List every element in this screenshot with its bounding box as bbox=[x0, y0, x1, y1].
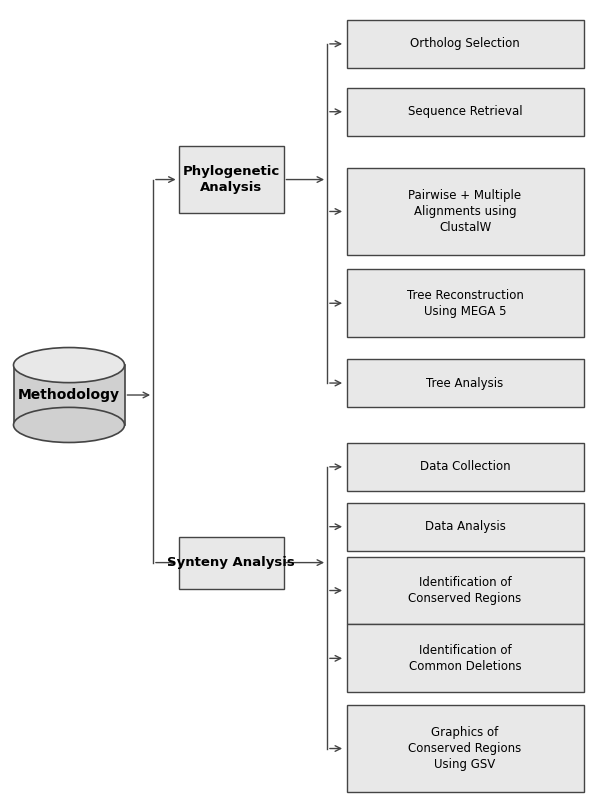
Text: Data Collection: Data Collection bbox=[419, 460, 511, 473]
FancyBboxPatch shape bbox=[347, 20, 583, 68]
Text: Identification of
Common Deletions: Identification of Common Deletions bbox=[409, 644, 521, 673]
FancyBboxPatch shape bbox=[179, 537, 284, 589]
FancyBboxPatch shape bbox=[347, 443, 583, 491]
FancyBboxPatch shape bbox=[347, 557, 583, 624]
Polygon shape bbox=[14, 365, 125, 425]
FancyBboxPatch shape bbox=[347, 503, 583, 551]
Text: Pairwise + Multiple
Alignments using
ClustalW: Pairwise + Multiple Alignments using Clu… bbox=[409, 189, 521, 234]
Text: Tree Analysis: Tree Analysis bbox=[427, 377, 503, 389]
FancyBboxPatch shape bbox=[179, 145, 284, 213]
Text: Tree Reconstruction
Using MEGA 5: Tree Reconstruction Using MEGA 5 bbox=[407, 289, 523, 318]
Text: Data Analysis: Data Analysis bbox=[425, 520, 505, 533]
Text: Graphics of
Conserved Regions
Using GSV: Graphics of Conserved Regions Using GSV bbox=[409, 726, 521, 771]
FancyBboxPatch shape bbox=[347, 359, 583, 407]
FancyBboxPatch shape bbox=[347, 168, 583, 255]
Ellipse shape bbox=[14, 348, 125, 383]
Text: Phylogenetic
Analysis: Phylogenetic Analysis bbox=[182, 165, 280, 194]
FancyBboxPatch shape bbox=[347, 705, 583, 792]
FancyBboxPatch shape bbox=[347, 88, 583, 136]
Text: Identification of
Conserved Regions: Identification of Conserved Regions bbox=[409, 576, 521, 605]
FancyBboxPatch shape bbox=[347, 625, 583, 693]
Text: Synteny Analysis: Synteny Analysis bbox=[167, 556, 295, 569]
Ellipse shape bbox=[14, 408, 125, 442]
Text: Sequence Retrieval: Sequence Retrieval bbox=[407, 105, 523, 118]
Text: Ortholog Selection: Ortholog Selection bbox=[410, 38, 520, 50]
FancyBboxPatch shape bbox=[347, 270, 583, 337]
Text: Methodology: Methodology bbox=[18, 388, 120, 402]
